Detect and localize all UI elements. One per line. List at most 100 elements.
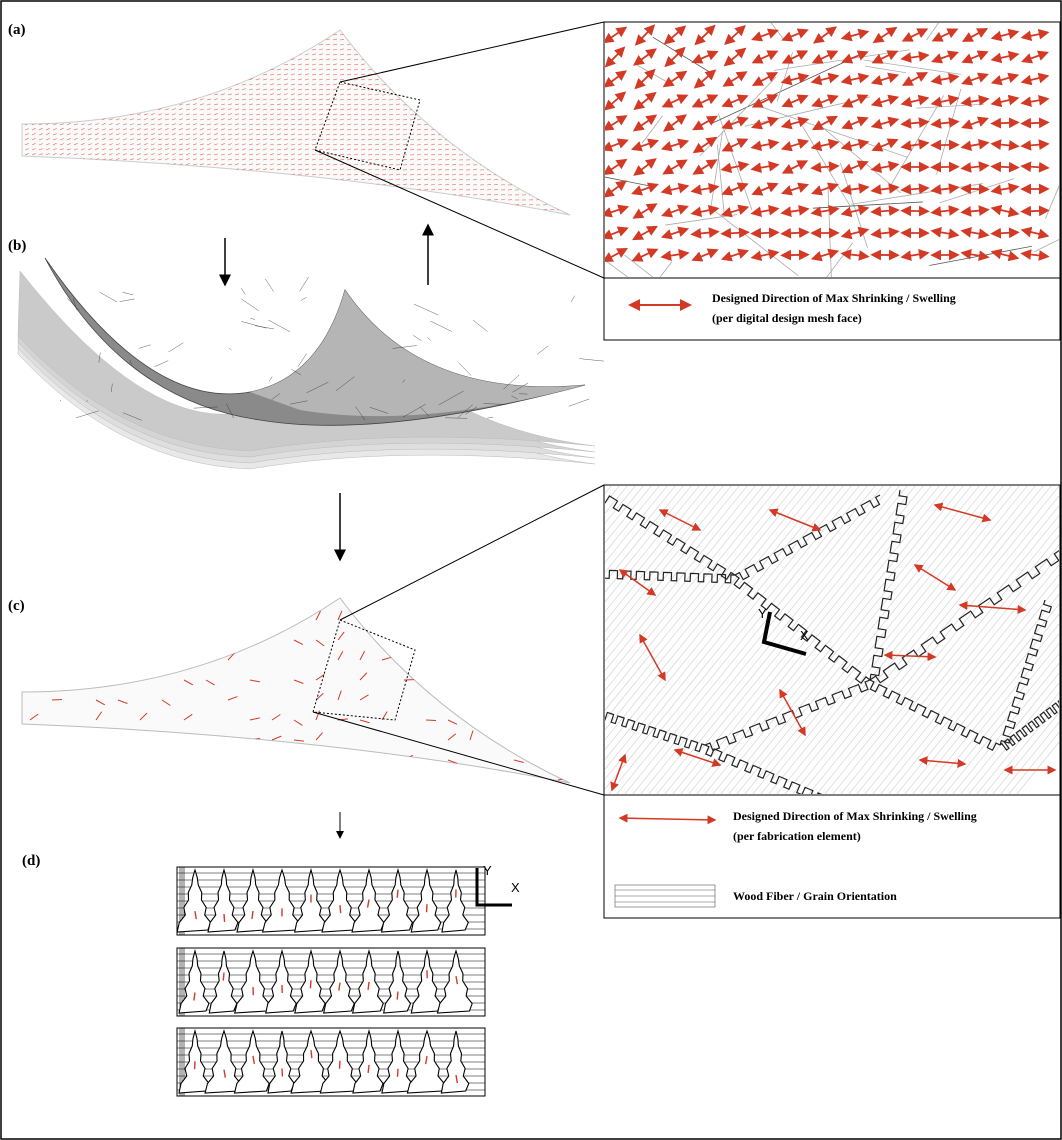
direction-dash xyxy=(60,48,64,50)
direction-dash xyxy=(102,98,106,100)
direction-dash xyxy=(53,29,57,30)
direction-dash xyxy=(165,93,169,95)
direction-dash xyxy=(123,78,127,80)
direction-dash xyxy=(102,88,106,90)
direction-dash xyxy=(263,184,267,185)
direction-dash xyxy=(298,39,302,40)
direction-dash xyxy=(249,174,253,175)
direction-dash xyxy=(186,79,190,80)
element-arrow xyxy=(368,1065,369,1073)
direction-dash xyxy=(438,64,442,65)
direction-dash xyxy=(32,158,36,160)
direction-dash xyxy=(130,98,134,100)
direction-dash xyxy=(466,64,470,65)
direction-dash xyxy=(109,204,113,205)
direction-dash xyxy=(543,139,547,140)
direction-dash xyxy=(529,84,533,85)
direction-dash xyxy=(466,74,470,75)
direction-dash xyxy=(389,39,393,40)
direction-dash xyxy=(410,99,414,100)
direction-dash xyxy=(102,184,106,185)
direction-dash xyxy=(298,194,302,195)
direction-dash xyxy=(116,188,120,190)
direction-arrow xyxy=(272,612,278,620)
direction-dash xyxy=(228,84,232,85)
direction-dash xyxy=(165,54,169,55)
direction-dash xyxy=(25,108,29,110)
direction-dash xyxy=(67,103,71,105)
direction-dash xyxy=(165,58,169,60)
direction-dash xyxy=(284,39,288,40)
element-arrow xyxy=(368,982,369,990)
direction-dash xyxy=(501,64,505,65)
direction-dash xyxy=(25,93,29,95)
direction-dash xyxy=(389,59,393,60)
direction-dash xyxy=(200,204,204,205)
direction-dash xyxy=(207,34,211,35)
direction-dash xyxy=(46,204,50,205)
panel-label: (a) xyxy=(8,22,26,38)
direction-dash xyxy=(137,59,141,60)
direction-dash xyxy=(109,79,113,80)
direction-dash xyxy=(487,124,491,125)
design-mesh xyxy=(22,28,570,215)
direction-dash xyxy=(564,64,568,65)
direction-dash xyxy=(375,29,379,30)
direction-dash xyxy=(165,199,169,200)
direction-dash xyxy=(46,63,49,65)
direction-dash xyxy=(186,94,190,95)
direction-dash xyxy=(39,188,43,190)
direction-dash xyxy=(410,204,414,205)
direction-dash xyxy=(494,44,498,45)
direction-dash xyxy=(501,204,505,205)
mesh-edge xyxy=(487,417,493,418)
direction-dash xyxy=(25,169,29,170)
direction-dash xyxy=(214,189,218,190)
direction-dash xyxy=(508,79,512,80)
direction-arrow xyxy=(962,189,988,190)
direction-dash xyxy=(67,63,71,65)
direction-dash xyxy=(151,104,155,105)
direction-dash xyxy=(340,209,344,210)
direction-dash xyxy=(473,204,477,205)
direction-dash xyxy=(46,34,50,35)
grain-line xyxy=(20,480,280,800)
direction-dash xyxy=(102,209,106,210)
direction-dash xyxy=(214,209,218,210)
direction-dash xyxy=(151,209,155,210)
direction-dash xyxy=(466,119,470,120)
direction-dash xyxy=(263,49,267,50)
direction-dash xyxy=(270,44,274,45)
direction-dash xyxy=(123,54,127,55)
element-arrow xyxy=(224,914,225,922)
direction-dash xyxy=(109,199,113,200)
direction-dash xyxy=(550,39,554,40)
direction-dash xyxy=(123,163,127,165)
direction-dash xyxy=(340,29,344,30)
direction-dash xyxy=(543,194,547,195)
direction-dash xyxy=(95,43,99,45)
direction-dash xyxy=(193,29,197,30)
mesh-edge xyxy=(168,343,183,352)
direction-dash xyxy=(235,53,239,55)
mesh-edge xyxy=(579,359,603,361)
direction-dash xyxy=(116,183,120,185)
direction-dash xyxy=(207,79,211,80)
direction-dash xyxy=(214,59,218,60)
direction-dash xyxy=(501,79,505,80)
direction-dash xyxy=(228,34,232,35)
direction-dash xyxy=(536,139,540,140)
direction-arrow xyxy=(96,594,104,600)
direction-dash xyxy=(340,189,344,190)
direction-dash xyxy=(74,204,78,205)
direction-dash xyxy=(396,194,400,195)
direction-dash xyxy=(200,189,204,190)
direction-dash xyxy=(550,59,554,60)
direction-dash xyxy=(221,39,225,40)
direction-dash xyxy=(179,174,183,175)
direction-dash xyxy=(466,89,470,90)
direction-dash xyxy=(242,44,246,45)
direction-dash xyxy=(109,94,113,95)
direction-dash xyxy=(88,194,92,195)
direction-dash xyxy=(277,209,281,210)
